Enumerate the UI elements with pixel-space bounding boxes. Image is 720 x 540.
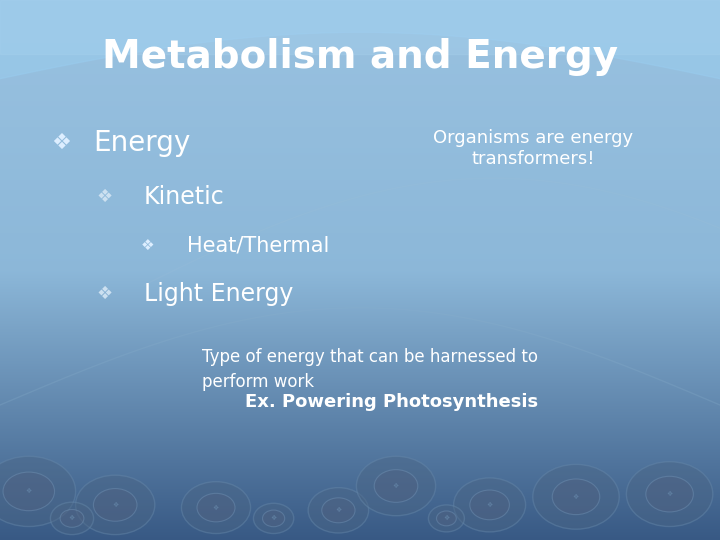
Circle shape: [533, 464, 619, 529]
Circle shape: [197, 494, 235, 522]
Circle shape: [428, 505, 464, 532]
Text: Light Energy: Light Energy: [144, 282, 293, 306]
Text: Metabolism and Energy: Metabolism and Energy: [102, 38, 618, 76]
Text: Kinetic: Kinetic: [144, 185, 225, 209]
Circle shape: [60, 510, 84, 527]
Text: ❖: ❖: [26, 488, 32, 495]
Text: ❖: ❖: [96, 285, 112, 303]
Text: ❖: ❖: [336, 507, 341, 514]
Circle shape: [470, 490, 510, 519]
Text: ❖: ❖: [573, 494, 579, 500]
Text: ❖: ❖: [213, 504, 219, 511]
Circle shape: [436, 511, 456, 526]
Text: Ex. Powering Photosynthesis: Ex. Powering Photosynthesis: [245, 393, 538, 411]
Circle shape: [454, 478, 526, 532]
Circle shape: [253, 503, 294, 534]
Circle shape: [50, 502, 94, 535]
Circle shape: [356, 456, 436, 516]
Circle shape: [94, 489, 137, 521]
Circle shape: [626, 462, 713, 526]
Circle shape: [374, 470, 418, 502]
Circle shape: [181, 482, 251, 534]
Text: Type of energy that can be harnessed to
perform work: Type of energy that can be harnessed to …: [202, 348, 538, 392]
Text: Organisms are energy
transformers!: Organisms are energy transformers!: [433, 129, 633, 168]
Circle shape: [0, 456, 76, 526]
Text: ❖: ❖: [69, 515, 75, 522]
Circle shape: [76, 475, 155, 535]
Circle shape: [263, 510, 284, 526]
Text: ❖: ❖: [444, 515, 449, 522]
Text: ❖: ❖: [487, 502, 492, 508]
Text: ❖: ❖: [667, 491, 672, 497]
Text: ❖: ❖: [141, 238, 154, 253]
Circle shape: [3, 472, 55, 511]
Circle shape: [308, 488, 369, 533]
Circle shape: [646, 476, 693, 512]
Circle shape: [552, 479, 600, 515]
Text: ❖: ❖: [51, 133, 71, 153]
Text: ❖: ❖: [271, 515, 276, 522]
Circle shape: [322, 498, 355, 523]
Text: Energy: Energy: [94, 129, 191, 157]
Text: ❖: ❖: [112, 502, 118, 508]
Text: ❖: ❖: [96, 188, 112, 206]
Text: Heat/Thermal: Heat/Thermal: [187, 235, 330, 256]
Text: ❖: ❖: [393, 483, 399, 489]
